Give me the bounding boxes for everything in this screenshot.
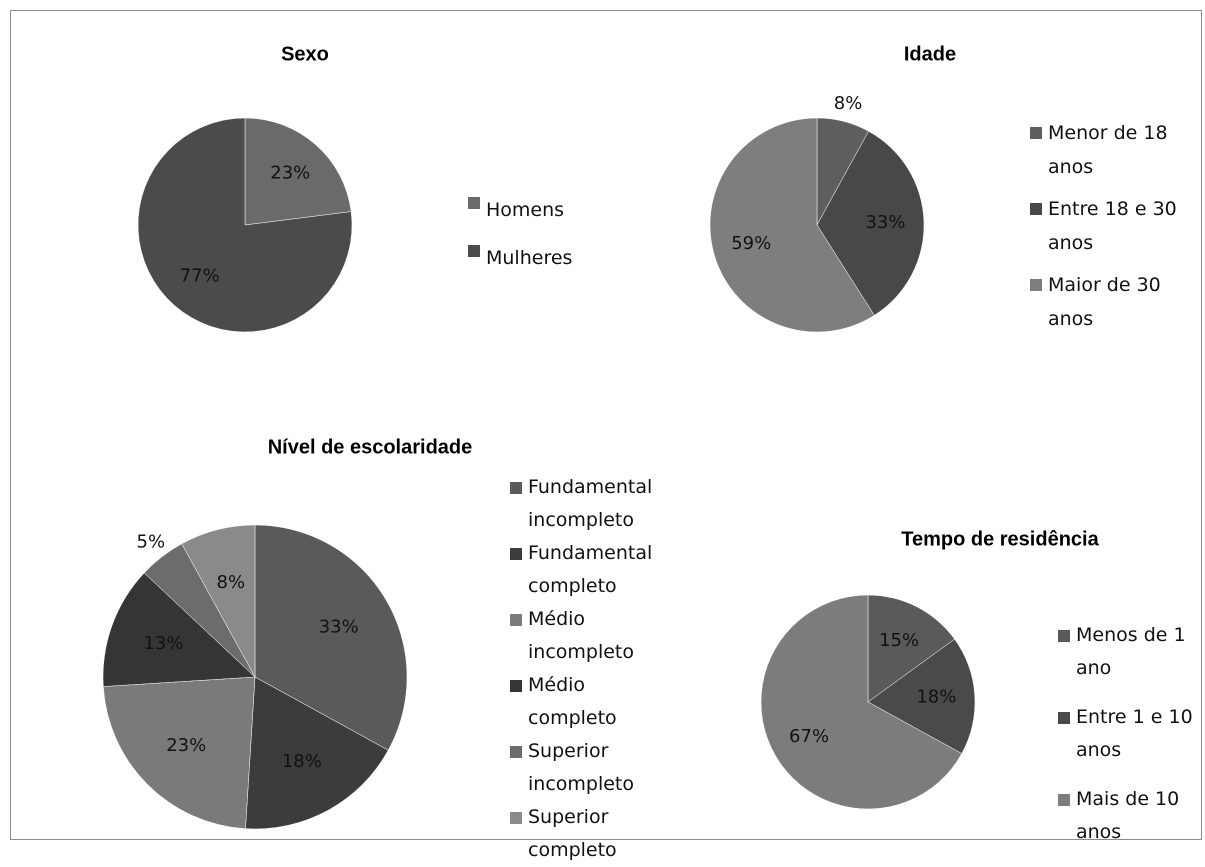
data-label: 5% bbox=[137, 532, 166, 553]
legend-swatch bbox=[1058, 630, 1070, 642]
pie-slice bbox=[102, 572, 256, 687]
legend-label: Homens bbox=[486, 199, 565, 221]
pie-slice bbox=[181, 524, 256, 678]
legend-item: Menos de 1 ano bbox=[1058, 619, 1205, 685]
pie-slice bbox=[254, 524, 408, 751]
data-label: 8% bbox=[217, 572, 246, 593]
data-label: 23% bbox=[166, 735, 206, 756]
pie-slice bbox=[709, 117, 875, 333]
chart-title: Sexo bbox=[281, 43, 329, 65]
legend-item: Fundamental incompleto bbox=[510, 471, 678, 537]
legend-swatch bbox=[510, 548, 522, 560]
data-label: 15% bbox=[879, 630, 919, 651]
legend-item: Médio incompleto bbox=[510, 603, 678, 669]
pie-slice bbox=[867, 594, 955, 703]
legend-item: Fundamental completo bbox=[510, 537, 678, 603]
data-label: 33% bbox=[865, 212, 905, 233]
data-label: 18% bbox=[916, 687, 956, 708]
legend-item: Mulheres bbox=[468, 234, 626, 282]
chart-title: Nível de escolaridade bbox=[268, 436, 473, 458]
legend-label: Entre 18 e 30 anos bbox=[1048, 198, 1177, 254]
pie-slice bbox=[760, 594, 963, 810]
legend-item: Médio completo bbox=[510, 669, 678, 735]
legend-swatch bbox=[1030, 203, 1042, 215]
data-label: 8% bbox=[834, 93, 863, 114]
legend-label: Entre 1 e 10 anos bbox=[1076, 706, 1193, 761]
legend-item: Homens bbox=[468, 186, 626, 234]
data-label: 33% bbox=[319, 616, 359, 637]
chart-title: Tempo de residência bbox=[901, 528, 1099, 550]
pie-slice bbox=[137, 117, 353, 333]
legend-label: Superior completo bbox=[528, 806, 617, 861]
legend-swatch bbox=[1030, 127, 1042, 139]
legend-item: Superior incompleto bbox=[510, 735, 678, 801]
legend-label: Superior incompleto bbox=[528, 740, 635, 795]
chart-title: Idade bbox=[904, 43, 956, 65]
data-label: 77% bbox=[180, 265, 220, 286]
pie-slice bbox=[867, 638, 976, 754]
legend-swatch bbox=[1058, 712, 1070, 724]
data-label: 18% bbox=[282, 751, 322, 772]
page: {"chart_data": [ {"type": "pie", "title"… bbox=[10, 10, 1205, 861]
legend-swatch bbox=[1030, 279, 1042, 291]
legend-swatch bbox=[468, 245, 480, 257]
legend-label: Menor de 18 anos bbox=[1048, 122, 1168, 178]
legend-item: Superior completo bbox=[510, 801, 678, 867]
charts: Sexo 23% 77% Idade 8% 33% 59% Nível de escolari… bbox=[102, 43, 1100, 830]
legend-item: Mais de 10 anos bbox=[1058, 783, 1205, 849]
legend-swatch bbox=[510, 680, 522, 692]
legend-label: Médio completo bbox=[528, 674, 617, 729]
legend-label: Maior de 30 anos bbox=[1048, 274, 1161, 330]
legend-label: Mais de 10 anos bbox=[1076, 788, 1180, 843]
legend-label: Fundamental completo bbox=[528, 542, 653, 597]
legend-label: Menos de 1 ano bbox=[1076, 624, 1186, 679]
legend-label: Médio incompleto bbox=[528, 608, 635, 663]
legend-item: Maior de 30 anos bbox=[1030, 268, 1188, 336]
pie-slice bbox=[816, 130, 925, 316]
data-label: 13% bbox=[143, 633, 183, 654]
legend-item: Entre 1 e 10 anos bbox=[1058, 701, 1205, 767]
pie-slice bbox=[103, 676, 256, 829]
legend-label: Fundamental incompleto bbox=[528, 476, 653, 531]
legend-swatch bbox=[510, 482, 522, 494]
legend-swatch bbox=[510, 614, 522, 626]
legend-swatch bbox=[1058, 794, 1070, 806]
legend-label: Mulheres bbox=[486, 247, 573, 269]
data-label: 59% bbox=[731, 233, 771, 254]
pie-slice bbox=[244, 117, 352, 226]
data-label: 23% bbox=[270, 163, 310, 184]
legend-swatch bbox=[468, 197, 480, 209]
pie-slice bbox=[245, 676, 389, 830]
legend-swatch bbox=[510, 812, 522, 824]
data-label: 67% bbox=[789, 726, 829, 747]
legend-item: Entre 18 e 30 anos bbox=[1030, 192, 1188, 260]
legend-swatch bbox=[510, 746, 522, 758]
legend-item: Menor de 18 anos bbox=[1030, 116, 1188, 184]
